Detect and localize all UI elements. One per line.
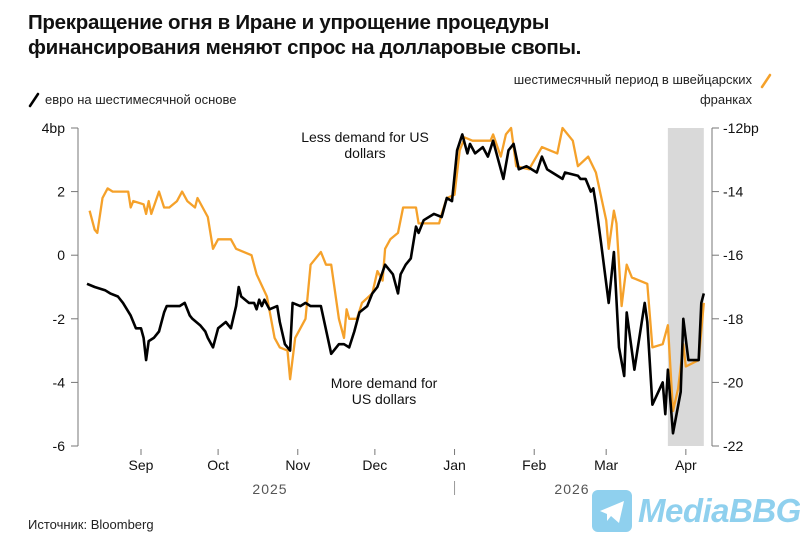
chf-legend-swatch-icon [760,73,772,89]
x-axis-label: Sep [129,457,154,473]
right-axis-label: -16 [723,247,743,263]
left-axis-label: 0 [57,247,65,263]
right-axis-label: -14 [723,184,743,200]
right-axis-label: -20 [723,374,743,390]
year-label-2026: 2026 [554,481,589,497]
x-axis-label: Jan [443,457,466,473]
chart-title: Прекращение огня в Иране и упрощение про… [28,10,768,60]
highlight-band [667,128,704,446]
title-line-1: Прекращение огня в Иране и упрощение про… [28,11,550,34]
x-axis-label: Oct [207,457,229,473]
annotation-less-demand-line1: Less demand for US [301,129,429,145]
x-axis-label: Dec [362,457,387,473]
annotation-more-demand-line2: US dollars [352,391,417,407]
left-axis-label: 4bp [42,120,66,136]
x-axis-label: Apr [675,457,697,473]
title-line-2: финансирования меняют спрос на долларовы… [28,36,582,59]
right-axis-label: -22 [723,438,743,454]
x-axis-label: Nov [285,457,310,473]
legend-chf-line1: шестимесячный период в швейцарских [513,72,752,87]
x-axis-label: Mar [594,457,618,473]
x-axis-label: Feb [522,457,546,473]
legend-euro: евро на шестимесячной основе [45,92,237,107]
right-axis-label: -18 [723,311,743,327]
annotation-less-demand-line2: dollars [344,145,385,161]
year-label-2025: 2025 [252,481,287,497]
telegram-icon [592,490,632,532]
left-axis-label: -4 [53,374,66,390]
left-axis-label: -6 [53,438,66,454]
watermark: MediaBBG [592,490,800,535]
chf-series-line [88,126,705,413]
legend-chf-line2: франках [699,92,752,107]
watermark-text: MediaBBG [638,492,800,529]
source-note: Источник: Bloomberg [28,517,154,532]
legend-icons [28,73,772,108]
annotation-more-demand-line1: More demand for [331,375,438,391]
euro-legend-swatch-icon [28,92,40,108]
left-axis-label: -2 [53,311,66,327]
euro-series-line [86,133,706,435]
right-axis-label: -12bp [723,120,759,136]
left-axis-label: 2 [57,184,65,200]
